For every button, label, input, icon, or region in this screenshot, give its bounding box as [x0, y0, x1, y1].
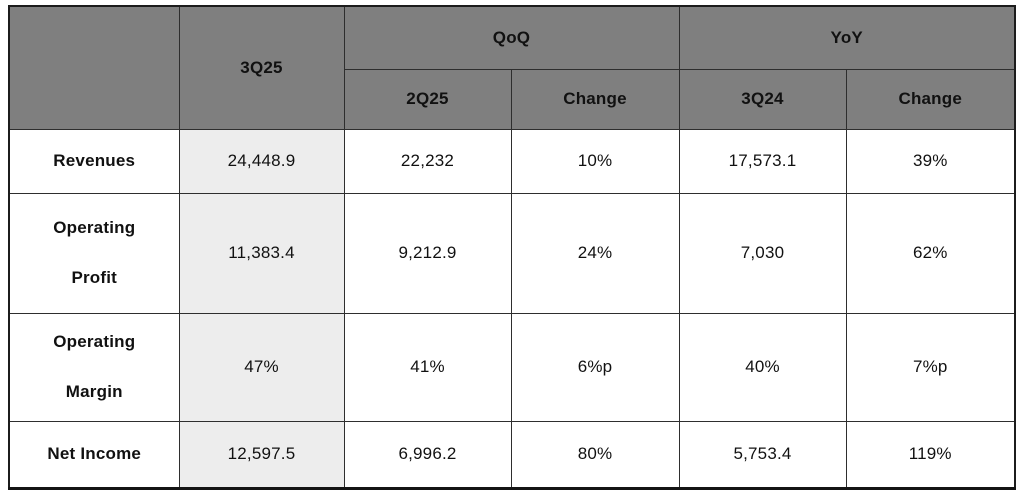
header-2q25: 2Q25 — [343, 68, 512, 130]
row-label: Operating Profit — [8, 192, 180, 314]
cell-3q25: 12,597.5 — [178, 420, 345, 489]
header-3q25: 3Q25 — [178, 5, 345, 130]
financial-summary-table: 3Q25 QoQ YoY 2Q25 Change 3Q24 Change Rev… — [8, 5, 1016, 490]
row-label: Revenues — [8, 128, 180, 194]
header-yoy-change: Change — [845, 68, 1016, 130]
table-row-operating-margin: Operating Margin 47% 41% 6%p 40% 7%p — [8, 312, 1016, 422]
table-body: Revenues 24,448.9 22,232 10% 17,573.1 39… — [8, 128, 1016, 489]
cell-qoq-change: 6%p — [510, 312, 680, 422]
cell-qoq-change: 80% — [510, 420, 680, 489]
corner-cell — [8, 5, 180, 130]
cell-3q24: 7,030 — [678, 192, 847, 314]
cell-yoy-change: 62% — [845, 192, 1016, 314]
cell-3q24: 5,753.4 — [678, 420, 847, 489]
row-label: Operating Margin — [8, 312, 180, 422]
cell-qoq-change: 10% — [510, 128, 680, 194]
table-header: 3Q25 QoQ YoY 2Q25 Change 3Q24 Change — [8, 5, 1016, 130]
table-row-operating-profit: Operating Profit 11,383.4 9,212.9 24% 7,… — [8, 192, 1016, 314]
header-qoq-change: Change — [510, 68, 680, 130]
cell-yoy-change: 7%p — [845, 312, 1016, 422]
cell-3q24: 17,573.1 — [678, 128, 847, 194]
table-row-revenues: Revenues 24,448.9 22,232 10% 17,573.1 39… — [8, 128, 1016, 194]
cell-2q25: 9,212.9 — [343, 192, 512, 314]
cell-3q25: 47% — [178, 312, 345, 422]
header-3q24: 3Q24 — [678, 68, 847, 130]
cell-2q25: 22,232 — [343, 128, 512, 194]
header-qoq-group: QoQ — [343, 5, 680, 70]
row-label: Net Income — [8, 420, 180, 489]
cell-3q24: 40% — [678, 312, 847, 422]
cell-3q25: 24,448.9 — [178, 128, 345, 194]
cell-yoy-change: 119% — [845, 420, 1016, 489]
cell-3q25: 11,383.4 — [178, 192, 345, 314]
cell-2q25: 6,996.2 — [343, 420, 512, 489]
table-row-net-income: Net Income 12,597.5 6,996.2 80% 5,753.4 … — [8, 420, 1016, 489]
cell-qoq-change: 24% — [510, 192, 680, 314]
cell-2q25: 41% — [343, 312, 512, 422]
header-yoy-group: YoY — [678, 5, 1016, 70]
cell-yoy-change: 39% — [845, 128, 1016, 194]
